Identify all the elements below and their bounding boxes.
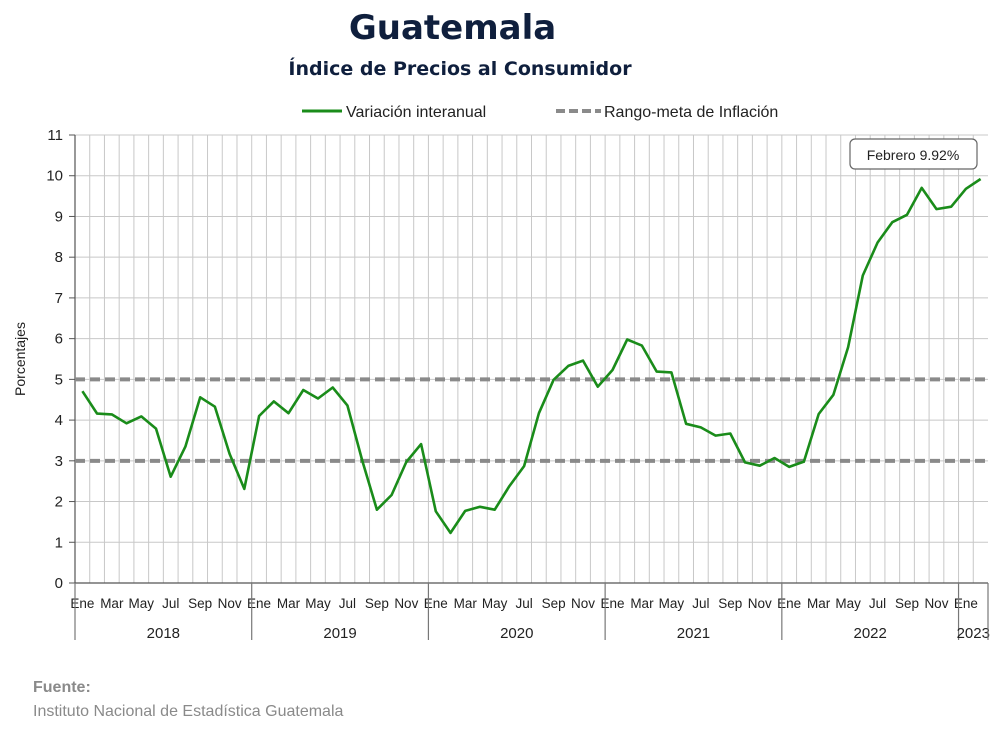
year-label: 2020 xyxy=(500,625,533,642)
y-tick-label: 9 xyxy=(55,208,63,225)
x-month-label: Ene xyxy=(70,596,94,611)
x-month-label: Nov xyxy=(218,596,242,611)
y-axis-title: Porcentajes xyxy=(12,322,28,396)
year-label: 2019 xyxy=(323,625,356,642)
year-label: 2018 xyxy=(147,625,180,642)
x-month-label: Nov xyxy=(394,596,418,611)
y-tick-label: 5 xyxy=(55,371,63,388)
x-month-label: Ene xyxy=(777,596,801,611)
y-tick-label: 11 xyxy=(47,127,63,144)
x-month-label: Jul xyxy=(692,596,709,611)
y-tick-label: 3 xyxy=(55,453,63,470)
year-label: 2022 xyxy=(854,625,887,642)
legend-label-rango-meta: Rango-meta de Inflación xyxy=(604,104,778,121)
x-month-label: May xyxy=(305,596,331,611)
x-month-label: May xyxy=(835,596,861,611)
y-tick-label: 2 xyxy=(55,494,63,511)
y-tick-label: 4 xyxy=(55,412,63,429)
x-month-label: Ene xyxy=(600,596,624,611)
x-month-label: Sep xyxy=(188,596,212,611)
x-month-label: Jul xyxy=(162,596,179,611)
x-month-label: Mar xyxy=(807,596,831,611)
x-month-label: Mar xyxy=(277,596,301,611)
x-month-label: Nov xyxy=(924,596,948,611)
annotation-text: Febrero 9.92% xyxy=(867,147,960,163)
x-month-label: Ene xyxy=(247,596,271,611)
y-tick-label: 8 xyxy=(55,249,63,266)
x-month-label: Mar xyxy=(630,596,654,611)
year-label: 2021 xyxy=(677,625,710,642)
year-label: 2023 xyxy=(957,625,990,642)
y-tick-label: 10 xyxy=(46,168,63,185)
x-month-label: Jul xyxy=(516,596,533,611)
chart-subtitle: Índice de Precios al Consumidor xyxy=(288,58,632,80)
chart-title: Guatemala xyxy=(348,8,557,48)
x-month-label: May xyxy=(659,596,685,611)
y-tick-label: 6 xyxy=(55,331,63,348)
x-month-label: Sep xyxy=(718,596,742,611)
x-month-label: Jul xyxy=(869,596,886,611)
x-month-label: Sep xyxy=(895,596,919,611)
series-line-variacion-interanual xyxy=(81,177,982,535)
x-month-label: Mar xyxy=(454,596,478,611)
annotation-box xyxy=(849,138,978,170)
x-month-label: Nov xyxy=(748,596,772,611)
legend-label-variacion-interanual: Variación interanual xyxy=(346,104,486,121)
source-label: Fuente: xyxy=(33,679,91,696)
x-month-label: Ene xyxy=(954,596,978,611)
x-month-label: Jul xyxy=(339,596,356,611)
x-month-label: Nov xyxy=(571,596,595,611)
x-month-label: May xyxy=(129,596,155,611)
y-tick-label: 1 xyxy=(55,534,63,551)
x-month-label: Sep xyxy=(542,596,566,611)
x-month-label: Sep xyxy=(365,596,389,611)
x-month-label: Ene xyxy=(424,596,448,611)
y-tick-label: 0 xyxy=(55,575,63,592)
x-month-label: Mar xyxy=(100,596,124,611)
y-tick-label: 7 xyxy=(55,290,63,307)
x-month-label: May xyxy=(482,596,508,611)
source-text: Instituto Nacional de Estadística Guatem… xyxy=(33,703,344,720)
